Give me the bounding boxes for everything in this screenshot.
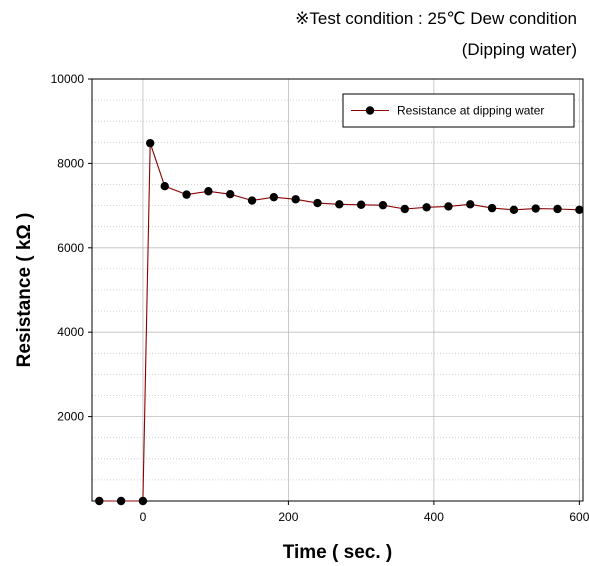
data-point — [444, 202, 453, 211]
data-point — [553, 204, 562, 214]
y-tick-label: 6000 — [57, 241, 84, 255]
legend: Resistance at dipping water — [342, 93, 575, 128]
x-tick-label: 600 — [569, 510, 589, 524]
data-point — [182, 190, 191, 199]
data-point — [531, 204, 540, 213]
legend-marker — [365, 106, 375, 115]
data-point — [466, 200, 475, 209]
y-tick-label: 10000 — [51, 72, 85, 86]
legend-label: Resistance at dipping water — [397, 104, 544, 118]
data-point — [204, 187, 213, 196]
data-point — [509, 205, 519, 215]
data-point — [356, 200, 366, 209]
plot-frame — [91, 78, 584, 502]
data-point — [145, 138, 155, 148]
data-point — [487, 203, 497, 213]
data-point — [247, 196, 257, 205]
data-point — [95, 496, 104, 506]
x-axis-title: Time ( sec. ) — [283, 542, 392, 563]
data-point — [291, 195, 300, 204]
data-point — [422, 203, 431, 212]
x-tick-label: 0 — [140, 510, 147, 524]
data-series — [95, 138, 584, 506]
y-tick-label: 2000 — [57, 410, 84, 424]
y-tick-label: 4000 — [57, 325, 84, 339]
data-point — [335, 200, 344, 209]
data-point — [269, 192, 279, 202]
y-axis-title: Resistance ( kΩ ) — [14, 213, 35, 368]
data-point — [160, 181, 169, 191]
y-tick-label: 8000 — [57, 156, 84, 170]
data-point — [378, 200, 388, 210]
data-point — [226, 190, 235, 199]
test-condition-subnote: (Dipping water) — [461, 40, 577, 59]
x-tick-label: 200 — [278, 510, 298, 524]
axis-ticks: 2000 4000 6000 8000 10000 0 200 400 600 — [51, 72, 589, 524]
data-point — [313, 198, 322, 208]
data-point — [575, 205, 584, 215]
series-line — [99, 142, 580, 502]
chart-grid — [92, 79, 583, 501]
test-condition-note: ※Test condition : 25℃ Dew condition — [295, 9, 577, 28]
data-point — [116, 496, 126, 506]
data-point — [400, 204, 409, 214]
data-point — [138, 496, 148, 506]
x-tick-label: 400 — [424, 510, 444, 524]
